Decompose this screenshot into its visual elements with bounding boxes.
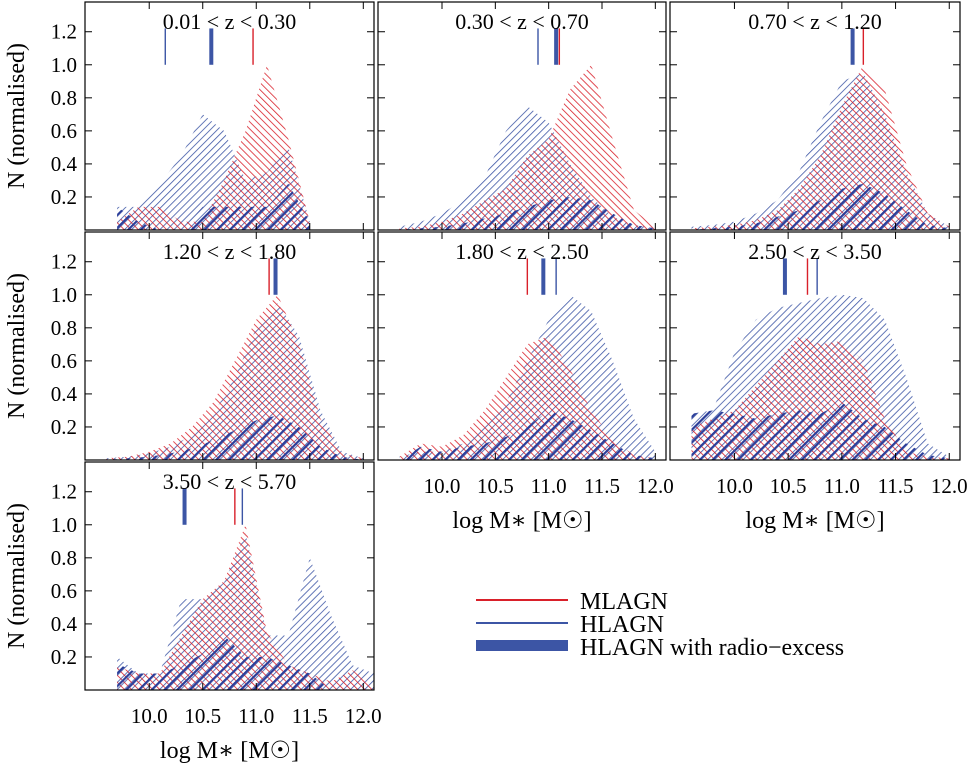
area-mlagn: [399, 336, 656, 460]
area-radio: [399, 197, 656, 230]
y-tick-label: 1.0: [51, 283, 77, 307]
area-radio: [117, 183, 310, 230]
panel-plot-area: [691, 294, 950, 460]
area-mlagn: [691, 64, 950, 230]
panel-label: 0.70 < z < 1.20: [748, 9, 882, 34]
legend: MLAGN HLAGN HLAGN with radio−excess: [476, 589, 844, 661]
panel-1: 0.01 < z < 0.30 0.2 0.4 0.6 0.8 1.0 1.2 N (norm…: [4, 1, 375, 231]
area-radio: [106, 415, 364, 460]
panel-plot-area: [106, 294, 364, 460]
y-tick-label: 0.6: [51, 579, 77, 603]
y-tick-label: 0.8: [51, 546, 77, 570]
panel-4: 1.20 < z < 1.80 0.2 0.4 0.6 0.8 1.0 1.2 N (norm…: [4, 231, 375, 461]
panel-plot-area: [399, 294, 656, 460]
x-tick-label: 10.5: [770, 474, 807, 498]
area-mlagn: [117, 524, 374, 690]
y-tick-label: 0.2: [51, 645, 77, 669]
area-radio: [117, 635, 374, 690]
x-tick-label: 10.0: [131, 704, 168, 728]
x-tick-label: 10.5: [184, 704, 221, 728]
y-tick-label: 1.0: [51, 53, 77, 77]
panel-label: 0.01 < z < 0.30: [163, 9, 297, 34]
area-mlagn: [106, 294, 364, 460]
legend-label-mlagn: MLAGN: [580, 589, 668, 615]
y-tick-label: 0.4: [51, 612, 78, 636]
x-tick-label: 11.0: [531, 474, 567, 498]
y-tick-label: 0.8: [51, 86, 77, 110]
panel-label: 1.80 < z < 2.50: [455, 239, 589, 264]
y-tick-label: 0.4: [51, 382, 78, 406]
y-tick-label: 1.2: [51, 480, 77, 504]
y-tick-label: 0.4: [51, 152, 78, 176]
y-tick-label: 0.8: [51, 316, 77, 340]
y-tick-label: 1.2: [51, 250, 77, 274]
panel-frame: [84, 461, 375, 691]
panel-frame: [84, 1, 375, 231]
panel-frame: [669, 231, 961, 461]
y-tick-label: 0.6: [51, 349, 77, 373]
y-tick-label: 0.2: [51, 415, 77, 439]
y-axis-label: N (normalised): [4, 273, 30, 419]
panel-label: 0.30 < z < 0.70: [455, 9, 589, 34]
y-axis-label: N (normalised): [4, 503, 30, 649]
panel-frame: [377, 1, 667, 231]
x-tick-label: 11.5: [292, 704, 328, 728]
x-tick-label: 10.5: [477, 474, 514, 498]
y-tick-label: 1.0: [51, 513, 77, 537]
x-axis-label: log M∗ [M☉]: [745, 508, 884, 534]
x-tick-label: 12.0: [637, 474, 674, 498]
panel-plot-area: [399, 64, 656, 230]
legend-label-radio-excess: HLAGN with radio−excess: [580, 635, 844, 661]
panel-label: 2.50 < z < 3.50: [748, 239, 882, 264]
y-tick-label: 0.2: [51, 185, 77, 209]
panel-plot-area: [117, 524, 374, 690]
x-axis-label: log M∗ [M☉]: [160, 738, 299, 764]
legend-label-hlagn: HLAGN: [580, 612, 664, 638]
panel-7: 3.50 < z < 5.70 0.2 0.4 0.6 0.8 1.0 1.2 N (norm…: [4, 461, 382, 764]
panel-6: 2.50 < z < 3.50 10.0 10.5 11.0 11.5 12.0 log M…: [669, 231, 968, 534]
area-mlagn: [117, 64, 310, 230]
x-tick-label: 11.0: [238, 704, 274, 728]
x-tick-label: 10.0: [716, 474, 753, 498]
x-tick-label: 11.0: [824, 474, 860, 498]
y-axis-label: N (normalised): [4, 43, 30, 189]
area-radio: [691, 402, 950, 460]
panel-label: 3.50 < z < 5.70: [163, 469, 297, 494]
x-tick-label: 11.5: [584, 474, 620, 498]
y-tick-label: 1.2: [51, 20, 77, 44]
panel-plot-area: [117, 64, 310, 230]
panels-layer: 0.01 < z < 0.30 0.2 0.4 0.6 0.8 1.0 1.2 N (norm…: [4, 1, 968, 764]
panel-frame: [84, 231, 375, 461]
y-tick-label: 0.6: [51, 119, 77, 143]
panel-frame: [377, 231, 667, 461]
x-tick-label: 10.0: [424, 474, 461, 498]
x-tick-label: 12.0: [931, 474, 968, 498]
legend-swatch-radio-excess: [476, 640, 568, 651]
area-radio: [399, 410, 656, 460]
panel-frame: [669, 1, 961, 231]
panel-label: 1.20 < z < 1.80: [163, 239, 297, 264]
panel-3: 0.70 < z < 1.20: [669, 1, 961, 231]
area-mlagn: [399, 64, 656, 230]
panel-plot-area: [691, 64, 950, 230]
x-axis-label: log M∗ [M☉]: [452, 508, 591, 534]
panel-2: 0.30 < z < 0.70: [377, 1, 667, 231]
panel-5: 1.80 < z < 2.50 10.0 10.5 11.0 11.5 12.0 log M…: [377, 231, 674, 534]
x-tick-label: 11.5: [878, 474, 914, 498]
x-tick-label: 12.0: [345, 704, 382, 728]
area-radio: [691, 183, 950, 230]
